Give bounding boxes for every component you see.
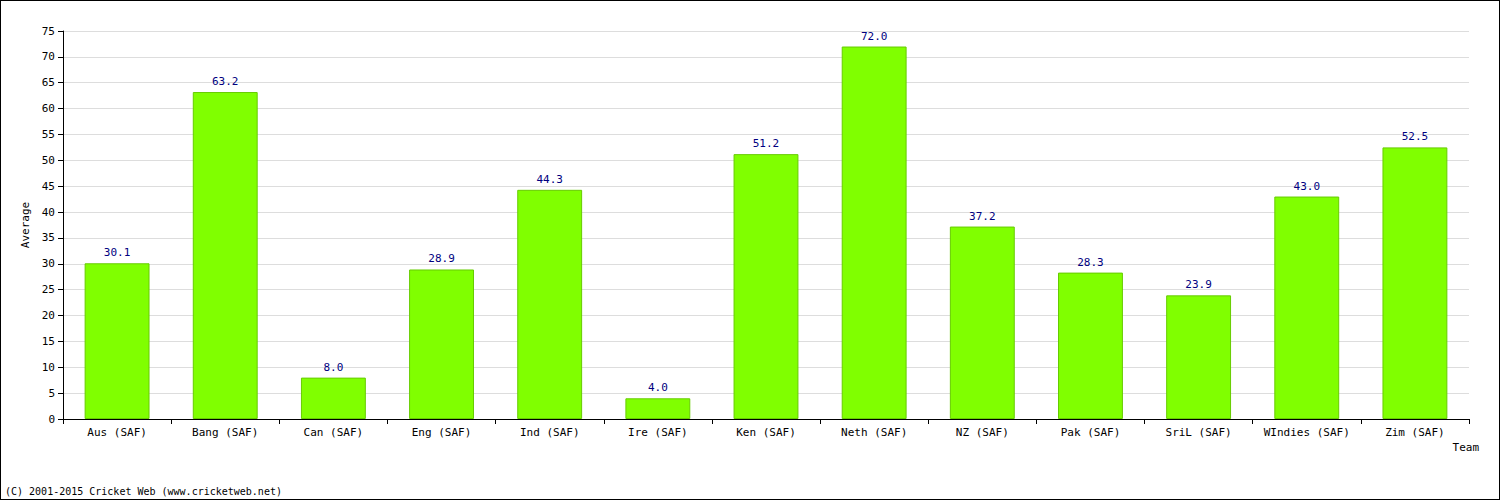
svg-text:75: 75 — [42, 25, 55, 38]
svg-text:44.3: 44.3 — [536, 173, 563, 186]
svg-text:72.0: 72.0 — [861, 30, 888, 43]
svg-text:Team: Team — [1453, 441, 1480, 454]
svg-text:NZ (SAF): NZ (SAF) — [956, 426, 1009, 439]
svg-text:4.0: 4.0 — [648, 381, 668, 394]
svg-text:60: 60 — [42, 102, 55, 115]
svg-text:35: 35 — [42, 231, 55, 244]
svg-text:SriL (SAF): SriL (SAF) — [1165, 426, 1231, 439]
svg-text:Eng (SAF): Eng (SAF) — [412, 426, 472, 439]
svg-text:Bang (SAF): Bang (SAF) — [192, 426, 258, 439]
svg-text:Zim (SAF): Zim (SAF) — [1385, 426, 1445, 439]
svg-text:Ind (SAF): Ind (SAF) — [520, 426, 580, 439]
svg-text:10: 10 — [42, 361, 55, 374]
svg-text:Pak (SAF): Pak (SAF) — [1061, 426, 1121, 439]
svg-text:20: 20 — [42, 309, 55, 322]
svg-text:5: 5 — [48, 387, 55, 400]
svg-text:30.1: 30.1 — [104, 246, 131, 259]
svg-text:43.0: 43.0 — [1294, 180, 1321, 193]
svg-text:Can (SAF): Can (SAF) — [304, 426, 364, 439]
svg-text:37.2: 37.2 — [969, 210, 996, 223]
svg-text:65: 65 — [42, 76, 55, 89]
svg-text:Neth (SAF): Neth (SAF) — [841, 426, 907, 439]
svg-text:Aus (SAF): Aus (SAF) — [87, 426, 147, 439]
svg-text:63.2: 63.2 — [212, 75, 239, 88]
svg-text:30: 30 — [42, 257, 55, 270]
svg-text:8.0: 8.0 — [323, 361, 343, 374]
svg-text:28.9: 28.9 — [428, 252, 455, 265]
svg-text:Average: Average — [19, 202, 32, 248]
svg-text:WIndies (SAF): WIndies (SAF) — [1264, 426, 1350, 439]
svg-text:51.2: 51.2 — [753, 137, 780, 150]
svg-text:55: 55 — [42, 128, 55, 141]
svg-text:0: 0 — [48, 413, 55, 426]
svg-text:15: 15 — [42, 335, 55, 348]
svg-text:45: 45 — [42, 180, 55, 193]
svg-text:23.9: 23.9 — [1185, 278, 1212, 291]
svg-text:52.5: 52.5 — [1402, 130, 1429, 143]
svg-text:25: 25 — [42, 283, 55, 296]
svg-text:28.3: 28.3 — [1077, 256, 1104, 269]
svg-text:Ken (SAF): Ken (SAF) — [736, 426, 796, 439]
svg-text:70: 70 — [42, 50, 55, 63]
svg-text:Ire (SAF): Ire (SAF) — [628, 426, 688, 439]
svg-text:40: 40 — [42, 206, 55, 219]
svg-text:(C) 2001-2015 Cricket Web (www: (C) 2001-2015 Cricket Web (www.cricketwe… — [5, 486, 282, 497]
svg-text:50: 50 — [42, 154, 55, 167]
